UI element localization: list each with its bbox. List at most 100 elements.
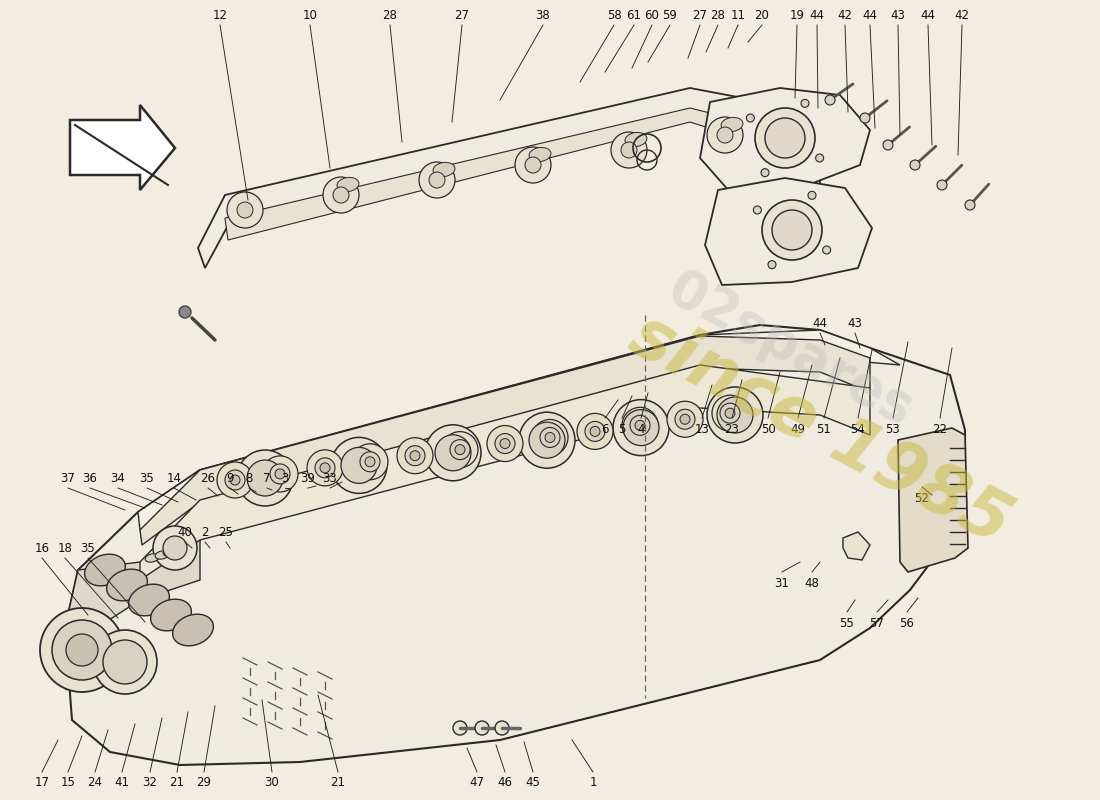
Circle shape (450, 440, 470, 460)
Text: 42: 42 (837, 9, 852, 22)
Circle shape (429, 172, 446, 188)
Text: 12: 12 (212, 9, 228, 22)
Circle shape (761, 169, 769, 177)
Text: 10: 10 (302, 9, 318, 22)
Text: 44: 44 (862, 9, 878, 22)
Circle shape (762, 200, 822, 260)
Text: 44: 44 (813, 317, 827, 330)
Circle shape (365, 457, 375, 466)
Circle shape (519, 412, 575, 468)
Circle shape (610, 132, 647, 168)
Text: 24: 24 (88, 776, 102, 789)
Circle shape (315, 458, 336, 478)
Circle shape (217, 462, 253, 498)
Text: 35: 35 (140, 472, 154, 485)
Circle shape (680, 414, 690, 424)
Ellipse shape (337, 178, 359, 191)
Circle shape (801, 99, 808, 107)
Circle shape (540, 427, 560, 447)
Text: 15: 15 (60, 776, 76, 789)
Circle shape (772, 210, 812, 250)
Circle shape (307, 450, 343, 486)
Text: 7: 7 (263, 472, 271, 485)
Circle shape (768, 261, 776, 269)
Circle shape (764, 118, 805, 158)
Text: 25: 25 (219, 526, 233, 539)
Text: 47: 47 (470, 776, 484, 789)
Circle shape (675, 410, 695, 430)
Text: 54: 54 (850, 423, 866, 436)
Circle shape (621, 142, 637, 158)
Circle shape (755, 108, 815, 168)
Text: 26: 26 (200, 472, 216, 485)
Circle shape (495, 434, 515, 454)
Circle shape (236, 202, 253, 218)
Text: 50: 50 (760, 423, 775, 436)
Text: 48: 48 (804, 577, 820, 590)
Circle shape (352, 444, 388, 480)
Text: 36: 36 (82, 472, 98, 485)
Circle shape (707, 117, 743, 153)
Text: 51: 51 (816, 423, 832, 436)
Circle shape (320, 463, 330, 473)
Text: 3: 3 (282, 472, 288, 485)
Text: 23: 23 (725, 423, 739, 436)
Text: 59: 59 (662, 9, 678, 22)
Circle shape (397, 438, 433, 474)
Text: 40: 40 (177, 526, 192, 539)
Text: 61: 61 (627, 9, 641, 22)
Circle shape (910, 160, 920, 170)
Polygon shape (226, 108, 810, 240)
Circle shape (754, 206, 761, 214)
Text: 56: 56 (900, 617, 914, 630)
Ellipse shape (433, 162, 455, 177)
Text: 42: 42 (955, 9, 969, 22)
Circle shape (227, 192, 263, 228)
Text: 27: 27 (693, 9, 707, 22)
Circle shape (230, 475, 240, 485)
Circle shape (419, 162, 455, 198)
Circle shape (66, 634, 98, 666)
Polygon shape (898, 428, 968, 572)
Circle shape (937, 180, 947, 190)
Circle shape (525, 157, 541, 173)
Circle shape (825, 95, 835, 105)
Circle shape (590, 426, 600, 437)
Text: 21: 21 (330, 776, 345, 789)
Circle shape (613, 400, 669, 456)
Circle shape (434, 435, 471, 470)
Polygon shape (843, 532, 870, 560)
Ellipse shape (529, 147, 551, 162)
Text: 18: 18 (57, 542, 73, 555)
Text: 9: 9 (227, 472, 233, 485)
Circle shape (341, 447, 377, 483)
Text: 1: 1 (590, 776, 596, 789)
Circle shape (487, 426, 522, 462)
Ellipse shape (625, 133, 647, 146)
Text: 53: 53 (886, 423, 901, 436)
Circle shape (815, 154, 824, 162)
Text: 28: 28 (383, 9, 397, 22)
Text: 57: 57 (870, 617, 884, 630)
Polygon shape (140, 365, 870, 580)
Text: 60: 60 (645, 9, 659, 22)
Circle shape (823, 246, 830, 254)
Circle shape (270, 464, 290, 484)
Circle shape (248, 460, 283, 496)
Circle shape (585, 422, 605, 442)
Ellipse shape (151, 599, 191, 631)
Circle shape (720, 403, 740, 423)
Text: 55: 55 (839, 617, 855, 630)
Text: 52: 52 (914, 492, 929, 505)
Circle shape (725, 408, 735, 418)
Polygon shape (65, 540, 200, 690)
Text: 37: 37 (60, 472, 76, 485)
Circle shape (275, 469, 285, 479)
Text: 2: 2 (201, 526, 209, 539)
Text: 39: 39 (300, 472, 316, 485)
Text: 28: 28 (711, 9, 725, 22)
Ellipse shape (129, 584, 169, 616)
Circle shape (667, 402, 703, 438)
Circle shape (712, 395, 748, 431)
Text: 32: 32 (143, 776, 157, 789)
